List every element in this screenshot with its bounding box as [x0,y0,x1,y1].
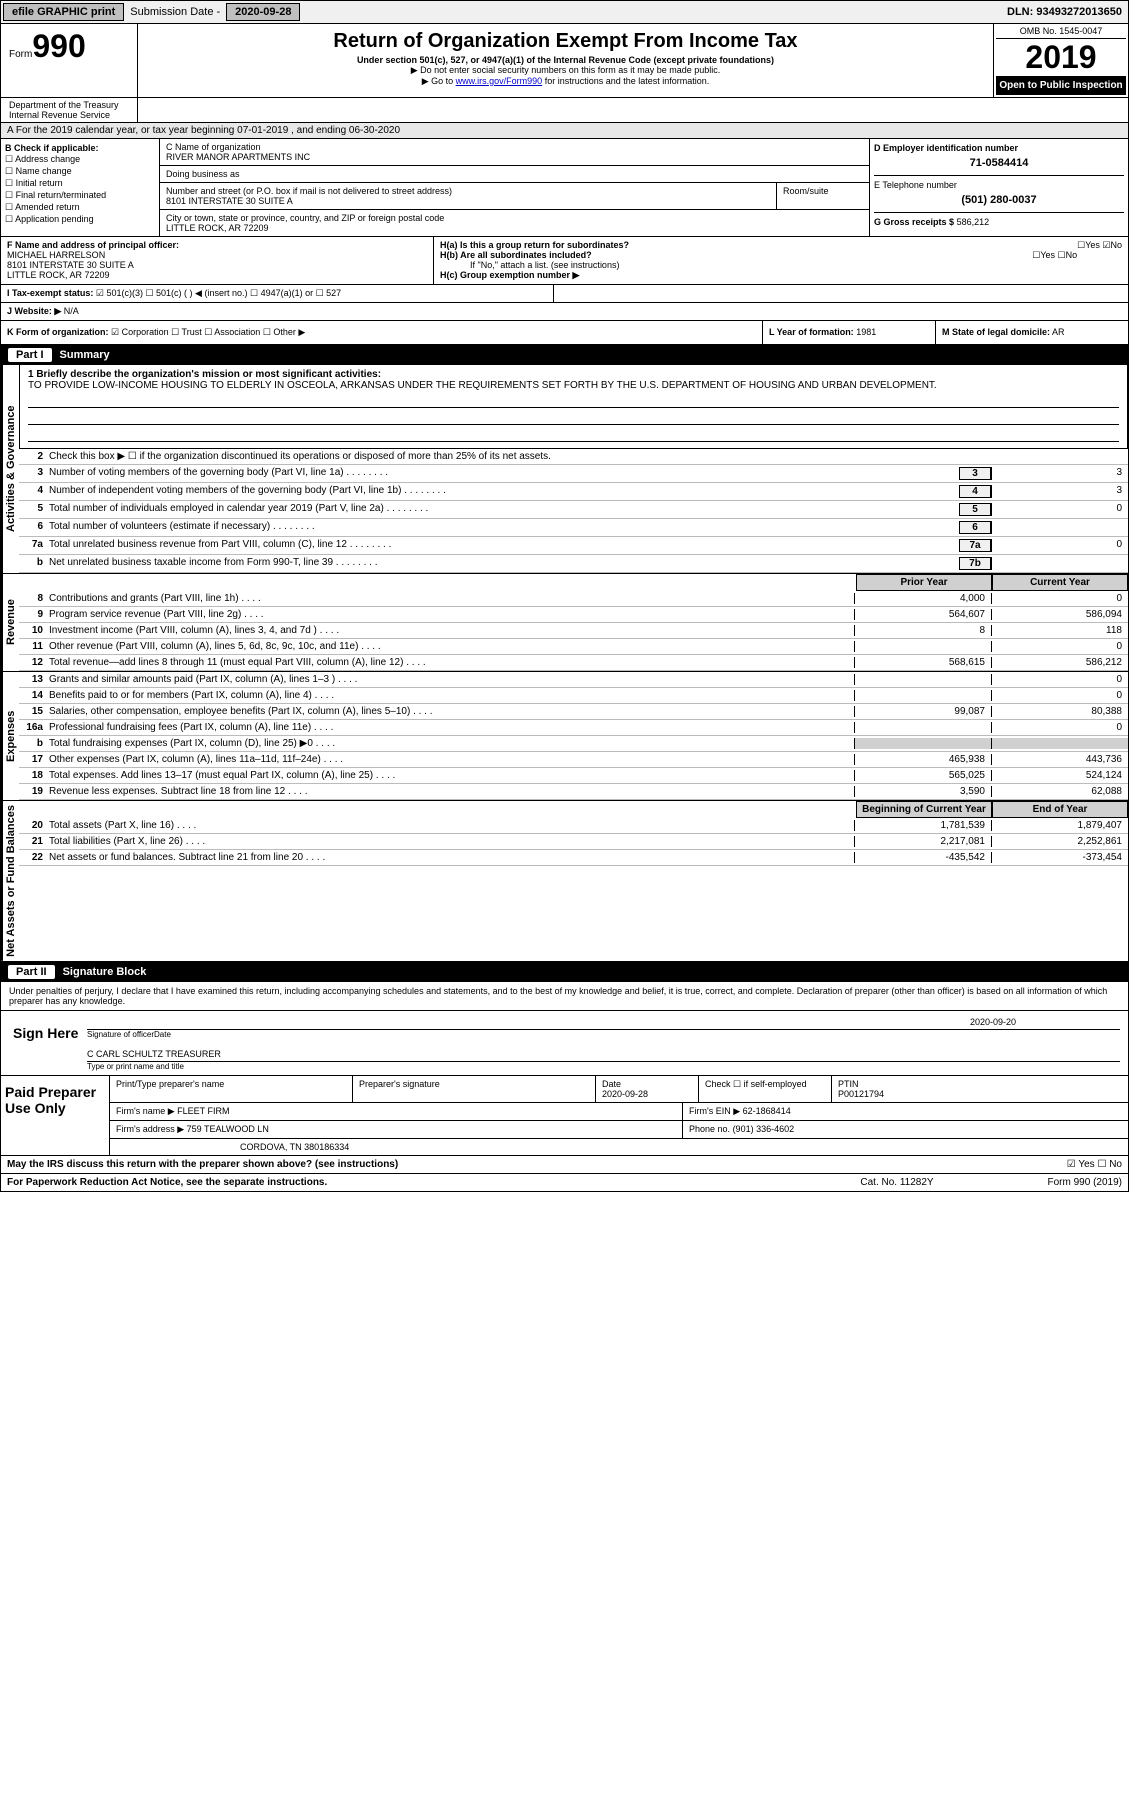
subtitle-1: Under section 501(c), 527, or 4947(a)(1)… [142,55,989,65]
data-line: 11Other revenue (Part VIII, column (A), … [19,639,1128,655]
paid-row-4: CORDOVA, TN 380186334 [110,1139,1128,1155]
data-line: 18Total expenses. Add lines 13–17 (must … [19,768,1128,784]
subtitle-2: ▶ Do not enter social security numbers o… [142,65,989,76]
data-line: 10Investment income (Part VIII, column (… [19,623,1128,639]
gov-line: 7aTotal unrelated business revenue from … [19,537,1128,555]
dln: DLN: 93493272013650 [1001,6,1128,18]
governance-label: Activities & Governance [1,365,19,573]
row-i: I Tax-exempt status: ☑ 501(c)(3) ☐ 501(c… [0,285,1129,303]
chk-pending[interactable]: ☐ Application pending [5,214,155,225]
data-line: 20Total assets (Part X, line 16) . . . .… [19,818,1128,834]
form-title: Return of Organization Exempt From Incom… [142,30,989,53]
dept-row: Department of the TreasuryInternal Reven… [0,98,1129,123]
gov-line: 4Number of independent voting members of… [19,483,1128,501]
col-m: M State of legal domicile: AR [936,321,1128,344]
top-header: efile GRAPHIC print Submission Date - 20… [0,0,1129,24]
col-l: L Year of formation: 1981 [763,321,936,344]
part1-header: Part ISummary [0,345,1129,365]
gov-line: 5Total number of individuals employed in… [19,501,1128,519]
irs-link[interactable]: www.irs.gov/Form990 [456,76,543,86]
netassets-label: Net Assets or Fund Balances [1,801,19,961]
tax-year: 2019 [996,39,1126,76]
col-c: C Name of organizationRIVER MANOR APARTM… [160,139,870,236]
addr-block: Number and street (or P.O. box if mail i… [160,183,869,210]
discuss-row: May the IRS discuss this return with the… [0,1156,1129,1174]
data-line: bTotal fundraising expenses (Part IX, co… [19,736,1128,752]
cat-no: Cat. No. 11282Y [822,1177,972,1188]
city-block: City or town, state or province, country… [160,210,869,236]
data-line: 15Salaries, other compensation, employee… [19,704,1128,720]
expenses-label: Expenses [1,672,19,800]
tax-exempt: I Tax-exempt status: ☑ 501(c)(3) ☐ 501(c… [1,285,554,302]
data-line: 9Program service revenue (Part VIII, lin… [19,607,1128,623]
section-bcd: B Check if applicable: ☐ Address change … [0,139,1129,237]
dept-treasury: Department of the TreasuryInternal Reven… [1,98,138,122]
netassets-section: Net Assets or Fund Balances Beginning of… [0,801,1129,962]
year-cell: OMB No. 1545-0047 2019 Open to Public In… [994,24,1128,97]
paperwork-notice: For Paperwork Reduction Act Notice, see … [7,1177,822,1188]
data-line: 22Net assets or fund balances. Subtract … [19,850,1128,866]
row-klm: K Form of organization: ☑ Corporation ☐ … [0,321,1129,345]
sub-date-btn[interactable]: 2020-09-28 [226,3,300,21]
public-inspection: Open to Public Inspection [996,76,1126,95]
data-line: 13Grants and similar amounts paid (Part … [19,672,1128,688]
paid-preparer-block: Paid Preparer Use Only Print/Type prepar… [0,1076,1129,1156]
chk-name[interactable]: ☐ Name change [5,166,155,177]
col-b: B Check if applicable: ☐ Address change … [1,139,160,236]
gov-line: 6Total number of volunteers (estimate if… [19,519,1128,537]
row-j: J Website: ▶ N/A [0,303,1129,321]
form-ref: Form 990 (2019) [972,1177,1122,1188]
chk-initial[interactable]: ☐ Initial return [5,178,155,189]
form-990: 990 [32,28,85,64]
paid-preparer-label: Paid Preparer Use Only [1,1076,110,1155]
tel-block: E Telephone number (501) 280-0037 [874,175,1124,206]
row-fh: F Name and address of principal officer:… [0,237,1129,285]
paid-row-2: Firm's name ▶ FLEET FIRM Firm's EIN ▶ 62… [110,1103,1128,1121]
col-d: D Employer identification number 71-0584… [870,139,1128,236]
data-line: 12Total revenue—add lines 8 through 11 (… [19,655,1128,671]
governance-section: Activities & Governance 1 Briefly descri… [0,365,1129,574]
form-header-row: Form990 Return of Organization Exempt Fr… [0,24,1129,98]
gov-line: 3Number of voting members of the governi… [19,465,1128,483]
data-line: 8Contributions and grants (Part VIII, li… [19,591,1128,607]
col-k: K Form of organization: ☑ Corporation ☐ … [1,321,763,344]
chk-amended[interactable]: ☐ Amended return [5,202,155,213]
line-2: 2Check this box ▶ ☐ if the organization … [19,449,1128,465]
ein-value: 71-0584414 [874,157,1124,169]
paid-row-1: Print/Type preparer's name Preparer's si… [110,1076,1128,1103]
paid-row-3: Firm's address ▶ 759 TEALWOOD LN Phone n… [110,1121,1128,1139]
sign-here-label: Sign Here [9,1015,87,1051]
col-f: F Name and address of principal officer:… [1,237,434,284]
revenue-label: Revenue [1,574,19,671]
signature-declaration: Under penalties of perjury, I declare th… [0,982,1129,1011]
col-h: H(a) Is this a group return for subordin… [434,237,1128,284]
chk-address[interactable]: ☐ Address change [5,154,155,165]
data-line: 16aProfessional fundraising fees (Part I… [19,720,1128,736]
data-line: 17Other expenses (Part IX, column (A), l… [19,752,1128,768]
org-name-block: C Name of organizationRIVER MANOR APARTM… [160,139,869,166]
sub-label: Submission Date - [126,6,224,18]
title-cell: Return of Organization Exempt From Incom… [138,24,994,97]
part2-header: Part IISignature Block [0,962,1129,982]
revenue-section: Revenue Prior Year Current Year 8Contrib… [0,574,1129,672]
data-line: 14Benefits paid to or for members (Part … [19,688,1128,704]
efile-btn[interactable]: efile GRAPHIC print [3,3,124,21]
mission-block: 1 Briefly describe the organization's mi… [19,365,1128,449]
expenses-section: Expenses 13Grants and similar amounts pa… [0,672,1129,801]
chk-final[interactable]: ☐ Final return/terminated [5,190,155,201]
gov-line: bNet unrelated business taxable income f… [19,555,1128,573]
form-number-cell: Form990 [1,24,138,97]
dba-block: Doing business as [160,166,869,183]
data-line: 19Revenue less expenses. Subtract line 1… [19,784,1128,800]
data-line: 21Total liabilities (Part X, line 26) . … [19,834,1128,850]
net-col-headers: Beginning of Current Year End of Year [19,801,1128,818]
sign-here-block: Sign Here 2020-09-20 Signature of office… [0,1011,1129,1076]
row-a: A For the 2019 calendar year, or tax yea… [0,123,1129,139]
omb: OMB No. 1545-0047 [996,26,1126,39]
gross-receipts: G Gross receipts $ 586,212 [874,212,1124,227]
subtitle-3: ▶ Go to www.irs.gov/Form990 for instruct… [142,76,989,87]
rev-col-headers: Prior Year Current Year [19,574,1128,591]
footer-row: For Paperwork Reduction Act Notice, see … [0,1174,1129,1192]
